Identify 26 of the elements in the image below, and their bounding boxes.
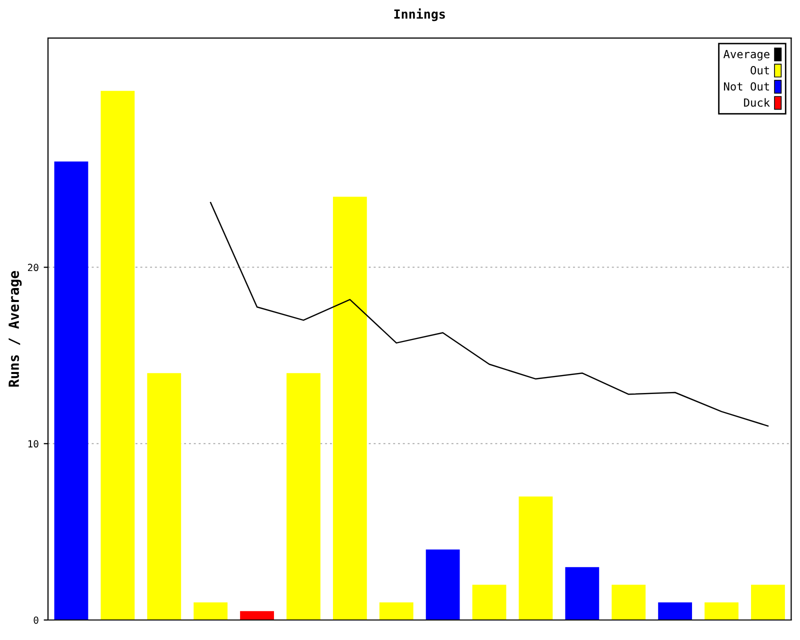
y-tick-label: 0 bbox=[34, 616, 38, 624]
bar bbox=[332, 196, 367, 620]
bar bbox=[426, 549, 460, 620]
bar bbox=[658, 602, 692, 620]
bar bbox=[286, 373, 320, 620]
bar bbox=[612, 584, 646, 620]
y-axis-title: Runs / Average bbox=[8, 271, 22, 387]
y-tick-label: 10 bbox=[28, 440, 38, 448]
line-series bbox=[210, 202, 769, 427]
bar bbox=[704, 602, 738, 620]
bar bbox=[54, 161, 88, 620]
bar bbox=[565, 567, 600, 620]
legend-label: Out bbox=[750, 66, 769, 74]
bar bbox=[379, 602, 414, 620]
legend-label: Duck bbox=[744, 98, 770, 107]
legend-label: Not Out bbox=[724, 82, 769, 91]
y-tick-label: 20 bbox=[28, 264, 38, 272]
bar bbox=[472, 584, 506, 620]
bar bbox=[147, 373, 182, 620]
bar bbox=[194, 602, 228, 620]
bar bbox=[751, 584, 785, 620]
bar bbox=[100, 90, 135, 620]
legend-label: Average bbox=[723, 50, 770, 61]
bar bbox=[518, 496, 553, 620]
chart-title: Innings bbox=[394, 8, 445, 22]
bar bbox=[240, 611, 274, 620]
